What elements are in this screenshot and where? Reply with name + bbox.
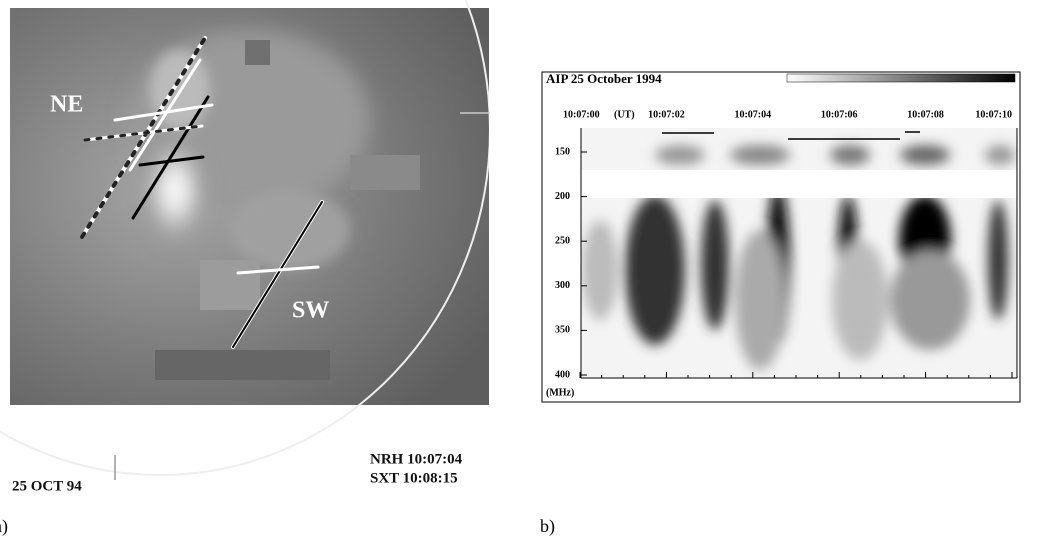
- panel-a: NE SW 25 OCT 94 NRH 10:07:04 SXT 10:08:1…: [0, 0, 491, 537]
- panel-label: a): [0, 516, 8, 537]
- frequency-tick-label: 350: [555, 325, 570, 336]
- annotation: NE: [50, 92, 83, 118]
- panel-b: AIP 25 October 1994: [541, 71, 1021, 403]
- time-tick-label: 10:07:06: [821, 109, 858, 120]
- time-unit: (UT): [614, 109, 635, 120]
- nrh-time: NRH 10:07:04: [370, 451, 463, 467]
- frequency-tick-label: 400: [555, 369, 570, 380]
- date-stamp: 25 OCT 94: [12, 478, 82, 494]
- frequency-unit: (MHz): [546, 387, 574, 398]
- time-tick-label: 10:07:00: [563, 109, 600, 120]
- frequency-tick-label: 150: [555, 146, 570, 157]
- frequency-tick-label: 250: [555, 235, 570, 246]
- frequency-tick-label: 200: [555, 191, 570, 202]
- time-tick-label: 10:07:10: [975, 109, 1012, 120]
- colorbar: [786, 73, 1016, 83]
- frequency-tick-label: 300: [555, 280, 570, 291]
- dynamic-spectrum: [581, 128, 1017, 378]
- time-tick-label: 10:07:08: [907, 109, 944, 120]
- sxt-time: SXT 10:08:15: [370, 470, 458, 486]
- time-tick-label: 10:07:04: [734, 109, 771, 120]
- spectrogram-title: AIP 25 October 1994: [546, 71, 662, 86]
- tracks: [80, 36, 324, 349]
- time-tick-label: 10:07:02: [648, 109, 685, 120]
- panel-label: b): [540, 516, 555, 537]
- annotation: SW: [292, 298, 329, 324]
